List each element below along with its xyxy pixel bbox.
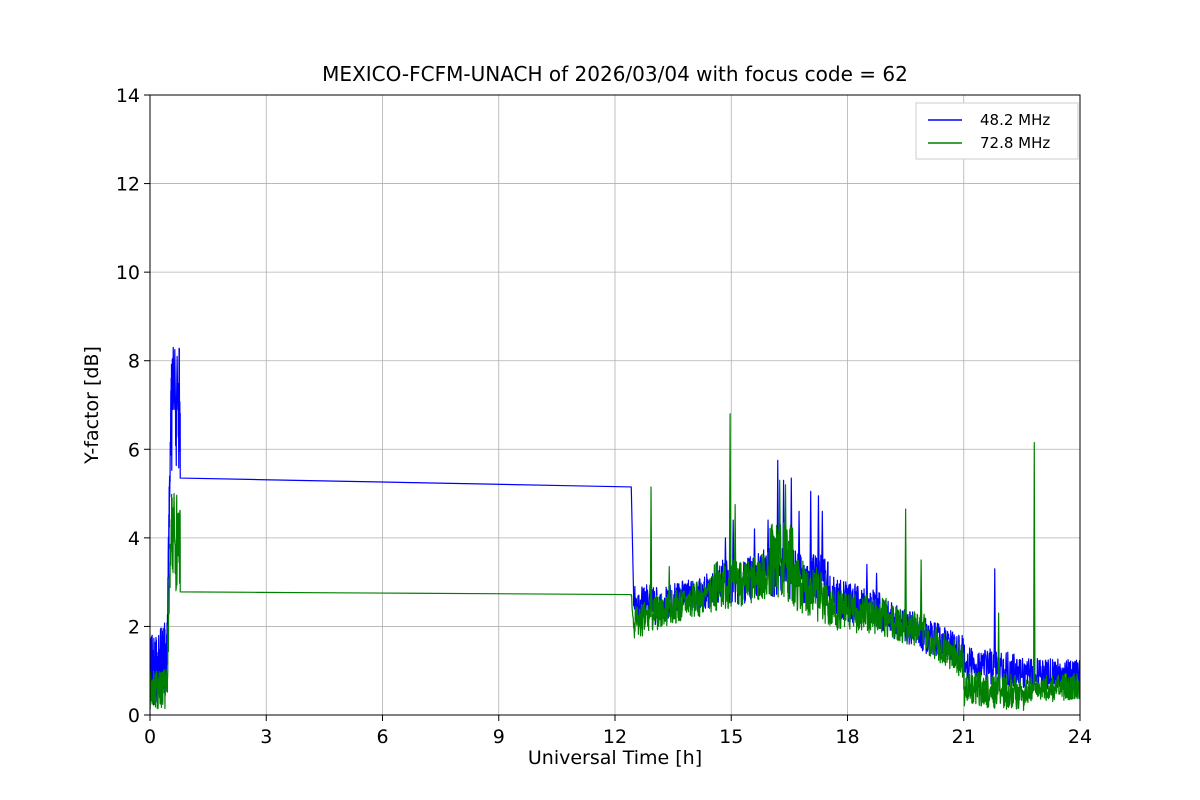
y-tick-label: 0 — [128, 705, 140, 727]
series-lines — [150, 346, 1080, 711]
legend-label-48mhz: 48.2 MHz — [980, 111, 1050, 129]
x-tick-label: 24 — [1068, 726, 1092, 748]
x-tick-label: 6 — [376, 726, 388, 748]
x-tick-label: 15 — [719, 726, 743, 748]
x-tick-label: 3 — [260, 726, 272, 748]
y-axis-label: Y-factor [dB] — [81, 346, 103, 465]
y-tick-label: 12 — [116, 174, 140, 196]
legend: 48.2 MHz 72.8 MHz — [915, 102, 1079, 160]
legend-label-72mhz: 72.8 MHz — [980, 134, 1050, 152]
x-tick-label: 9 — [493, 726, 505, 748]
x-tick-label: 12 — [603, 726, 627, 748]
y-tick-label: 4 — [128, 528, 140, 550]
y-tick-label: 6 — [128, 439, 140, 461]
y-tick-label: 10 — [116, 262, 140, 284]
grid — [149, 94, 1081, 716]
x-tick-label: 0 — [144, 726, 156, 748]
legend-box — [915, 102, 1079, 160]
y-tick-label: 14 — [116, 85, 140, 107]
y-tick-label: 8 — [128, 351, 140, 373]
x-axis-label: Universal Time [h] — [528, 747, 702, 769]
x-tick-label: 21 — [952, 726, 976, 748]
y-tick-label: 2 — [128, 616, 140, 638]
chart-title: MEXICO-FCFM-UNACH of 2026/03/04 with foc… — [322, 62, 908, 86]
series-line-72-8-mhz — [150, 413, 1080, 711]
x-tick-label: 18 — [835, 726, 859, 748]
